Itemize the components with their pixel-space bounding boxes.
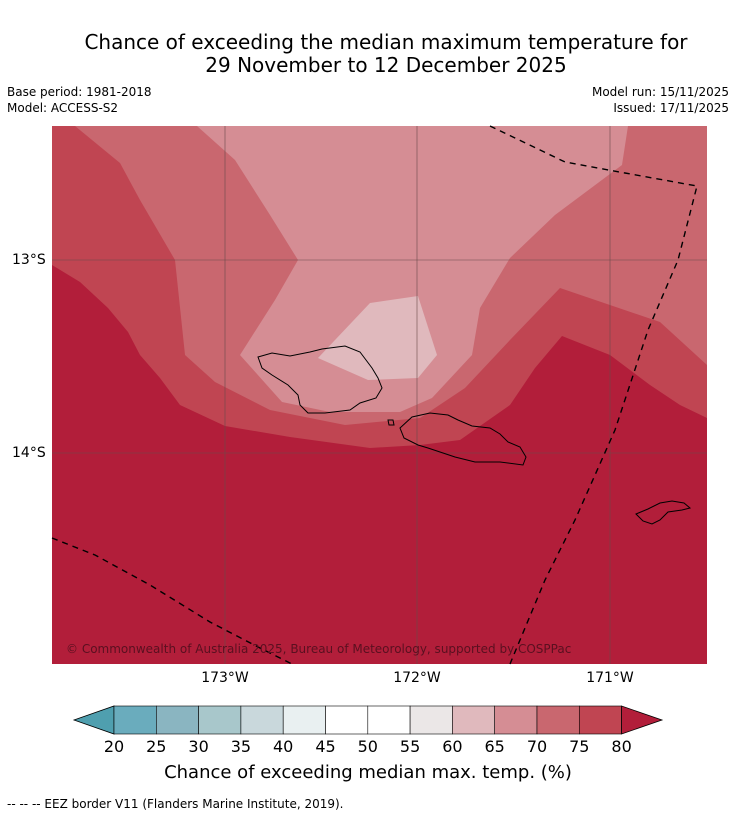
colorbar-tick-30: 30 bbox=[188, 737, 209, 756]
colorbar-bin-75-80 bbox=[578, 705, 622, 735]
contour-75-80 bbox=[52, 265, 707, 664]
lat-label-13s: 13°S bbox=[12, 252, 46, 268]
colorbar-bin-55-60 bbox=[409, 705, 453, 735]
title-line-1: Chance of exceeding the median maximum t… bbox=[84, 30, 688, 54]
colorbar-bin-50-55 bbox=[367, 705, 411, 735]
probability-contours bbox=[52, 126, 707, 664]
contour-55-60 bbox=[318, 296, 437, 380]
lon-label-171w: 171°W bbox=[586, 670, 634, 686]
title-line-2: 29 November to 12 December 2025 bbox=[205, 53, 567, 77]
savaii-island bbox=[257, 345, 383, 414]
colorbar-bin-30-35 bbox=[198, 705, 242, 735]
colorbar-tick-50: 50 bbox=[357, 737, 378, 756]
copyright-notice: © Commonwealth of Australia 2025, Bureau… bbox=[66, 642, 571, 656]
issued-date: Issued: 17/11/2025 bbox=[613, 101, 729, 115]
base-period: Base period: 1981-2018 bbox=[7, 85, 152, 99]
meta-right: Model run: 15/11/2025 Issued: 17/11/2025 bbox=[592, 84, 729, 116]
colorbar-over-arrow bbox=[621, 705, 664, 735]
colorbar-bin-20-25 bbox=[113, 705, 157, 735]
coastlines bbox=[257, 345, 692, 525]
colorbar-bin-35-40 bbox=[240, 705, 284, 735]
model-name: Model: ACCESS-S2 bbox=[7, 101, 119, 115]
model-run: Model run: 15/11/2025 bbox=[591, 85, 729, 99]
lon-label-173w: 173°W bbox=[201, 670, 249, 686]
colorbar-tick-60: 60 bbox=[442, 737, 463, 756]
eez-footnote: -- -- -- EEZ border V11 (Flanders Marine… bbox=[7, 797, 344, 811]
colorbar-tick-20: 20 bbox=[103, 737, 125, 756]
upolu-island bbox=[399, 412, 527, 466]
colorbar-tick-70: 70 bbox=[526, 737, 548, 756]
colorbar-tick-25: 25 bbox=[146, 737, 167, 756]
colorbar bbox=[72, 705, 664, 735]
lat-label-14s: 14°S bbox=[12, 445, 46, 461]
meta-left: Base period: 1981-2018 Model: ACCESS-S2 bbox=[7, 84, 152, 116]
colorbar-bin-60-65 bbox=[452, 705, 495, 735]
chart-title: Chance of exceeding the median maximum t… bbox=[0, 31, 736, 77]
tutuila-island bbox=[635, 500, 692, 525]
manono-islet bbox=[387, 419, 395, 426]
colorbar-tick-55: 55 bbox=[399, 737, 421, 756]
colorbar-bin-40-45 bbox=[282, 705, 326, 735]
colorbar-label: Chance of exceeding median max. temp. (%… bbox=[164, 762, 572, 783]
colorbar-tick-35: 35 bbox=[230, 737, 252, 756]
eez-border bbox=[51, 125, 698, 665]
colorbar-bin-45-50 bbox=[325, 705, 369, 735]
colorbar-tick-75: 75 bbox=[569, 737, 590, 756]
colorbar-tick-80: 80 bbox=[611, 737, 632, 756]
colorbar-tick-65: 65 bbox=[484, 737, 505, 756]
colorbar-bin-65-70 bbox=[494, 705, 538, 735]
colorbar-under-arrow bbox=[72, 705, 115, 735]
colorbar-tick-45: 45 bbox=[315, 737, 336, 756]
graticule bbox=[52, 126, 707, 664]
colorbar-tick-40: 40 bbox=[273, 737, 294, 756]
contour-60-65 bbox=[197, 126, 628, 412]
colorbar-bin-25-30 bbox=[156, 705, 199, 735]
colorbar-bin-70-75 bbox=[536, 705, 580, 735]
lon-label-172w: 172°W bbox=[393, 670, 441, 686]
